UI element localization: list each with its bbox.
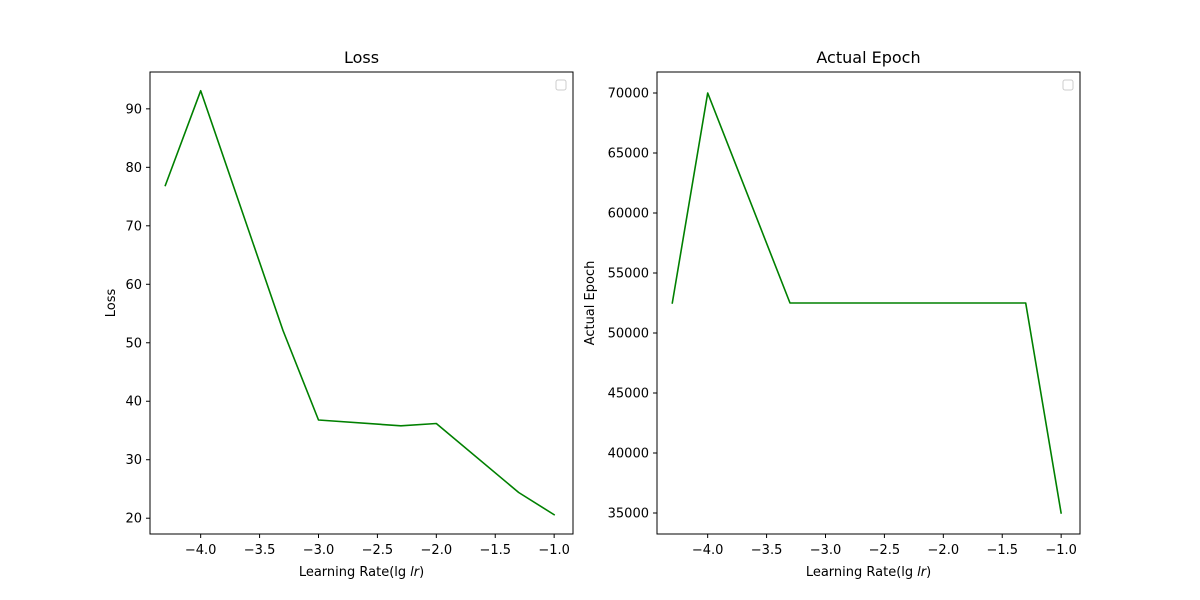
y-tick-label: 65000 [608, 147, 649, 162]
y-axis-label: Actual Epoch [583, 261, 598, 346]
x-tick-label: −3.0 [303, 543, 335, 558]
y-tick-label: 50000 [608, 327, 649, 342]
series-line [164, 89, 556, 516]
chart-panel-1: Loss −4.0 −3.5 −3.0 −2.5 −2.0 −1.5 −1.0 20 30 40 50… [104, 48, 574, 580]
y-tick-label: 60 [125, 278, 142, 293]
legend-box [1062, 79, 1074, 91]
plot-frame [149, 71, 574, 535]
x-tick-label: −3.5 [751, 543, 783, 558]
y-tick-label: 35000 [608, 507, 649, 522]
x-tick-label: −4.0 [185, 543, 217, 558]
y-tick-label: 70000 [608, 87, 649, 102]
chart-title: Loss [344, 48, 379, 67]
plot-frame [656, 71, 1081, 535]
y-axis-label: Loss [104, 289, 119, 318]
y-tick-label: 60000 [608, 207, 649, 222]
y-tick-label: 20 [125, 512, 142, 527]
x-tick-label: −1.0 [1045, 543, 1077, 558]
y-tick-label: 80 [125, 161, 142, 176]
x-tick-label: −3.0 [810, 543, 842, 558]
x-axis-label-close: ) [419, 565, 424, 580]
legend-box [555, 79, 567, 91]
x-axis-label: Learning Rate(lg lr) [806, 565, 931, 580]
series-line [671, 92, 1063, 514]
x-axis-label: Learning Rate(lg lr) [299, 565, 424, 580]
y-tick-label: 55000 [608, 267, 649, 282]
x-tick-label: −1.0 [538, 543, 570, 558]
x-tick-label: −2.5 [362, 543, 394, 558]
y-tick-label: 40000 [608, 447, 649, 462]
y-tick-label: 70 [125, 219, 142, 234]
y-tick-label: 50 [125, 336, 142, 351]
x-tick-label: −2.5 [869, 543, 901, 558]
x-tick-label: −2.0 [928, 543, 960, 558]
x-tick-label: −1.5 [479, 543, 511, 558]
x-tick-label: −1.5 [986, 543, 1018, 558]
x-axis-label-variable: lr [917, 565, 928, 580]
x-axis-label-text: Learning Rate(lg [299, 565, 406, 580]
chart-title: Actual Epoch [816, 48, 920, 67]
x-tick-label: −3.5 [244, 543, 276, 558]
x-tick-label: −4.0 [692, 543, 724, 558]
chart-panel-2: Actual Epoch −4.0 −3.5 −3.0 −2.5 −2.0 −1.5 −1.0… [583, 48, 1081, 580]
y-tick-label: 30 [125, 453, 142, 468]
y-tick-label: 90 [125, 102, 142, 117]
x-axis-label-close: ) [926, 565, 931, 580]
x-axis-label-variable: lr [410, 565, 421, 580]
x-tick-label: −2.0 [421, 543, 453, 558]
y-tick-label: 45000 [608, 387, 649, 402]
x-axis-label-text: Learning Rate(lg [806, 565, 913, 580]
y-tick-label: 40 [125, 395, 142, 410]
